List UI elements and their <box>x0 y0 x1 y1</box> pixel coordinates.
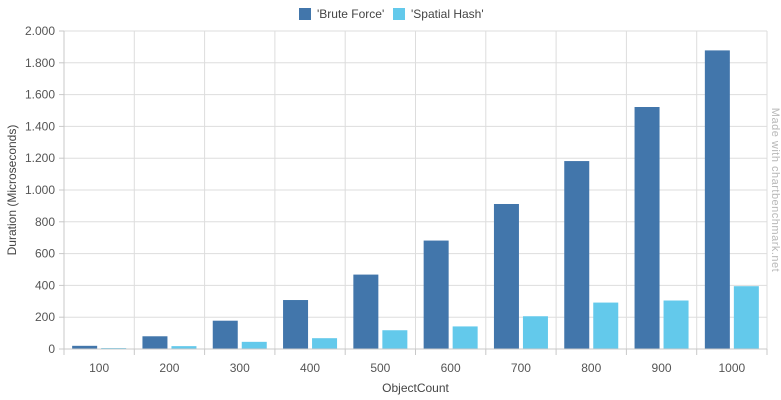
bars <box>72 50 759 349</box>
bar-spatial-hash[interactable] <box>241 341 267 349</box>
x-tick-label: 100 <box>89 361 109 375</box>
y-tick-label: 200 <box>35 310 55 324</box>
y-tick-label: 800 <box>35 215 55 229</box>
bar-spatial-hash[interactable] <box>382 330 408 349</box>
x-tick-label: 200 <box>159 361 179 375</box>
axes: 0 200 400 600 800 1.000 1.200 1.400 1.600 1.800 2.… <box>25 24 768 375</box>
x-tick-label: 600 <box>441 361 461 375</box>
bar-brute-force[interactable] <box>493 203 519 349</box>
bar-spatial-hash[interactable] <box>452 326 478 349</box>
legend-label-spatial-hash[interactable]: 'Spatial Hash' <box>411 7 484 21</box>
bar-spatial-hash[interactable] <box>312 338 338 349</box>
grid-lines <box>63 30 768 350</box>
y-tick-label: 1.600 <box>25 88 55 102</box>
x-tick-label: 900 <box>652 361 672 375</box>
bar-spatial-hash[interactable] <box>171 346 197 349</box>
bar-brute-force[interactable] <box>72 345 98 349</box>
legend-swatch-spatial-hash[interactable] <box>393 8 405 20</box>
y-tick-label: 1.000 <box>25 183 55 197</box>
bar-spatial-hash[interactable] <box>522 316 548 349</box>
bar-spatial-hash[interactable] <box>593 302 619 349</box>
bar-brute-force[interactable] <box>212 320 238 349</box>
y-tick-label: 400 <box>35 278 55 292</box>
y-tick-label: 1.200 <box>25 151 55 165</box>
x-tick-label: 500 <box>370 361 390 375</box>
y-tick-label: 2.000 <box>25 24 55 38</box>
y-tick-label: 1.800 <box>25 56 55 70</box>
legend-swatch-brute-force[interactable] <box>299 8 311 20</box>
bar-brute-force[interactable] <box>704 50 730 349</box>
x-tick-label: 800 <box>581 361 601 375</box>
y-axis-title: Duration (Microseconds) <box>5 125 19 256</box>
bar-brute-force[interactable] <box>564 161 590 349</box>
bar-brute-force[interactable] <box>353 274 379 349</box>
bar-brute-force[interactable] <box>634 107 660 349</box>
x-tick-label: 300 <box>230 361 250 375</box>
x-axis-title: ObjectCount <box>382 381 449 395</box>
x-tick-label: 1000 <box>718 361 745 375</box>
y-tick-label: 1.400 <box>25 119 55 133</box>
bar-spatial-hash[interactable] <box>663 300 689 349</box>
watermark-text: Made with chartbenchmark.net <box>769 108 781 272</box>
y-tick-label: 0 <box>48 342 55 356</box>
x-tick-label: 700 <box>511 361 531 375</box>
bar-brute-force[interactable] <box>283 300 309 349</box>
bar-brute-force[interactable] <box>423 240 449 349</box>
legend-label-brute-force[interactable]: 'Brute Force' <box>317 7 384 21</box>
y-tick-label: 600 <box>35 247 55 261</box>
bar-brute-force[interactable] <box>142 336 168 349</box>
legend[interactable]: 'Brute Force' 'Spatial Hash' <box>299 7 484 21</box>
bar-spatial-hash[interactable] <box>733 286 759 349</box>
x-tick-label: 400 <box>300 361 320 375</box>
